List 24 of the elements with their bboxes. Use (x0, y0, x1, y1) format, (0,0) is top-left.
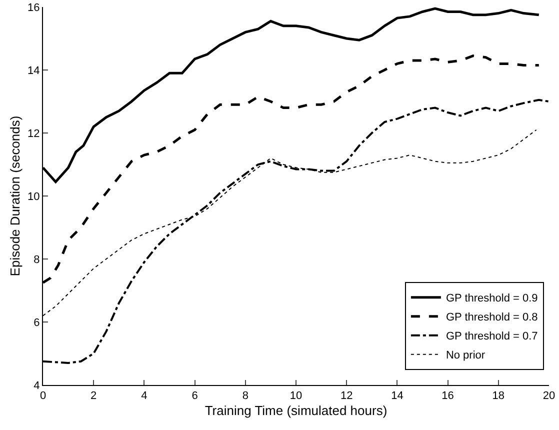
x-tick-label: 14 (391, 390, 404, 402)
x-tick-label: 4 (141, 390, 148, 402)
y-tick-label: 8 (34, 254, 40, 266)
x-tick-label: 20 (542, 390, 556, 402)
x-tick-label: 8 (242, 390, 248, 402)
y-tick-label: 6 (34, 316, 40, 329)
legend-label: GP threshold = 0.8 (446, 312, 538, 324)
x-tick-label: 10 (290, 390, 302, 402)
legend-label: No prior (446, 350, 486, 362)
y-tick-label: 12 (28, 128, 40, 140)
x-tick-label: 12 (340, 390, 353, 402)
legend-label: GP threshold = 0.7 (446, 330, 538, 343)
x-tick-label: 18 (492, 390, 505, 402)
x-tick-label: 16 (442, 390, 454, 402)
x-axis-title: Training Time (simulated hours) (204, 402, 388, 418)
y-axis-title: Episode Duration (seconds) (8, 116, 22, 276)
x-tick-label: 0 (40, 390, 46, 402)
y-tick-label: 10 (28, 190, 40, 203)
y-tick-label: 14 (28, 64, 40, 77)
x-tick-label: 2 (90, 390, 97, 402)
y-tick-label: 16 (28, 2, 40, 14)
x-tick-label: 6 (192, 390, 198, 402)
y-tick-label: 4 (34, 380, 40, 392)
legend-label: GP threshold = 0.9 (446, 292, 538, 305)
